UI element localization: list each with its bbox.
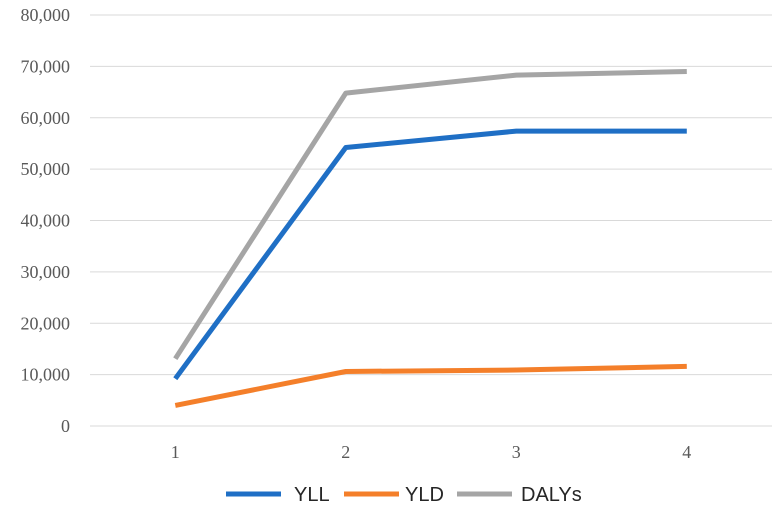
- x-tick-label: 2: [341, 442, 350, 462]
- legend-label: YLL: [294, 484, 330, 506]
- y-tick-label: 0: [61, 416, 70, 436]
- legend-item-yld: YLD: [344, 484, 444, 506]
- x-tick-label: 4: [682, 442, 691, 462]
- x-tick-label: 3: [512, 442, 521, 462]
- y-tick-label: 20,000: [21, 313, 71, 333]
- legend-label: YLD: [405, 484, 444, 506]
- x-axis-ticks: 1 2 3 4: [171, 442, 692, 462]
- series-lines: [173, 69, 687, 408]
- y-tick-label: 60,000: [21, 108, 71, 128]
- y-tick-label: 70,000: [21, 56, 71, 76]
- x-tick-label: 1: [171, 442, 180, 462]
- legend-item-yll: YLL: [226, 484, 330, 506]
- y-tick-label: 50,000: [21, 159, 71, 179]
- series-line-yll: [173, 128, 687, 381]
- legend: YLL YLD DALYs: [226, 484, 582, 506]
- y-axis-ticks: 0 10,000 20,000 30,000 40,000 50,000 60,000 70,…: [21, 5, 71, 436]
- y-tick-label: 10,000: [21, 365, 71, 385]
- legend-label: DALYs: [521, 484, 582, 506]
- y-tick-label: 40,000: [21, 211, 71, 231]
- y-tick-label: 30,000: [21, 262, 71, 282]
- series-line-dalys: [173, 69, 687, 361]
- series-line-yld: [174, 363, 687, 408]
- y-tick-label: 80,000: [21, 5, 71, 25]
- legend-item-dalys: DALYs: [457, 484, 582, 506]
- gridlines: [90, 14, 772, 427]
